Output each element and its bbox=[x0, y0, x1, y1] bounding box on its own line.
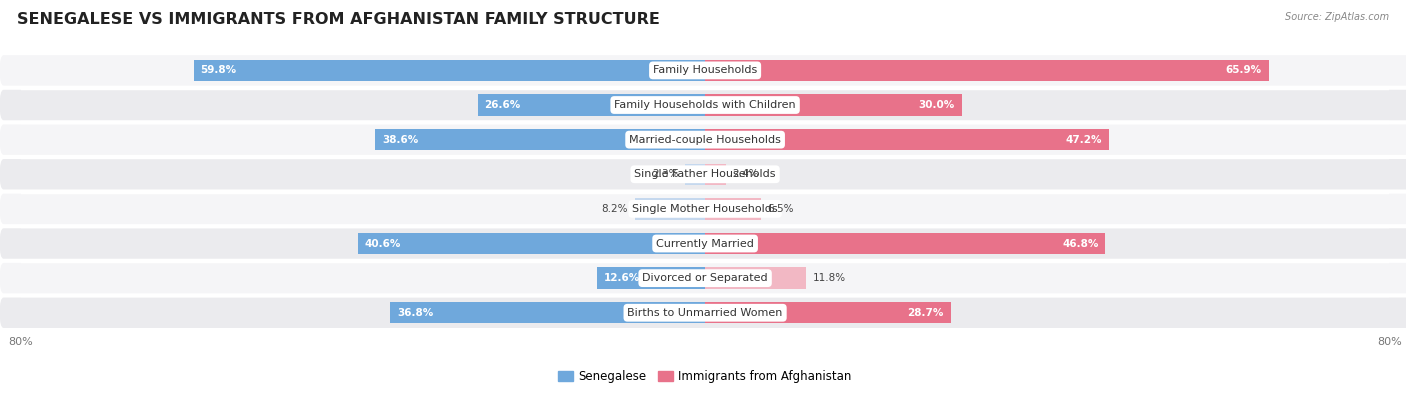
FancyBboxPatch shape bbox=[0, 159, 1406, 190]
Text: Divorced or Separated: Divorced or Separated bbox=[643, 273, 768, 283]
Text: Source: ZipAtlas.com: Source: ZipAtlas.com bbox=[1285, 12, 1389, 22]
Legend: Senegalese, Immigrants from Afghanistan: Senegalese, Immigrants from Afghanistan bbox=[554, 365, 856, 387]
Text: Currently Married: Currently Married bbox=[657, 239, 754, 248]
Bar bbox=[706, 94, 962, 116]
Text: 40.6%: 40.6% bbox=[364, 239, 401, 248]
Text: Family Households: Family Households bbox=[652, 66, 758, 75]
Text: Single Father Households: Single Father Households bbox=[634, 169, 776, 179]
Text: 26.6%: 26.6% bbox=[485, 100, 520, 110]
Bar bbox=[706, 60, 1268, 81]
Text: 59.8%: 59.8% bbox=[201, 66, 236, 75]
FancyBboxPatch shape bbox=[0, 228, 1406, 259]
Text: Married-couple Households: Married-couple Households bbox=[628, 135, 782, 145]
Bar bbox=[706, 302, 950, 324]
Bar bbox=[706, 198, 761, 220]
Text: 11.8%: 11.8% bbox=[813, 273, 846, 283]
Text: 28.7%: 28.7% bbox=[907, 308, 943, 318]
Text: 65.9%: 65.9% bbox=[1226, 66, 1261, 75]
Text: 47.2%: 47.2% bbox=[1066, 135, 1102, 145]
Text: Births to Unmarried Women: Births to Unmarried Women bbox=[627, 308, 783, 318]
FancyBboxPatch shape bbox=[0, 90, 1406, 120]
FancyBboxPatch shape bbox=[0, 297, 1406, 328]
Bar bbox=[194, 60, 706, 81]
Bar bbox=[706, 164, 725, 185]
Text: SENEGALESE VS IMMIGRANTS FROM AFGHANISTAN FAMILY STRUCTURE: SENEGALESE VS IMMIGRANTS FROM AFGHANISTA… bbox=[17, 12, 659, 27]
FancyBboxPatch shape bbox=[0, 194, 1406, 224]
Text: 6.5%: 6.5% bbox=[768, 204, 794, 214]
Text: 46.8%: 46.8% bbox=[1062, 239, 1098, 248]
Bar bbox=[598, 267, 706, 289]
Text: 36.8%: 36.8% bbox=[398, 308, 433, 318]
Text: 2.4%: 2.4% bbox=[733, 169, 759, 179]
Bar bbox=[706, 267, 806, 289]
Bar bbox=[478, 94, 706, 116]
Bar bbox=[375, 129, 706, 150]
FancyBboxPatch shape bbox=[0, 124, 1406, 155]
Bar bbox=[391, 302, 706, 324]
Text: 8.2%: 8.2% bbox=[602, 204, 628, 214]
FancyBboxPatch shape bbox=[0, 263, 1406, 293]
Text: 30.0%: 30.0% bbox=[918, 100, 955, 110]
Bar bbox=[636, 198, 706, 220]
Text: 38.6%: 38.6% bbox=[382, 135, 418, 145]
Text: 12.6%: 12.6% bbox=[605, 273, 641, 283]
Text: Family Households with Children: Family Households with Children bbox=[614, 100, 796, 110]
Text: 2.3%: 2.3% bbox=[652, 169, 679, 179]
Bar bbox=[359, 233, 706, 254]
Bar bbox=[686, 164, 706, 185]
Bar bbox=[706, 129, 1109, 150]
Text: Single Mother Households: Single Mother Households bbox=[633, 204, 778, 214]
FancyBboxPatch shape bbox=[0, 55, 1406, 86]
Bar bbox=[706, 233, 1105, 254]
